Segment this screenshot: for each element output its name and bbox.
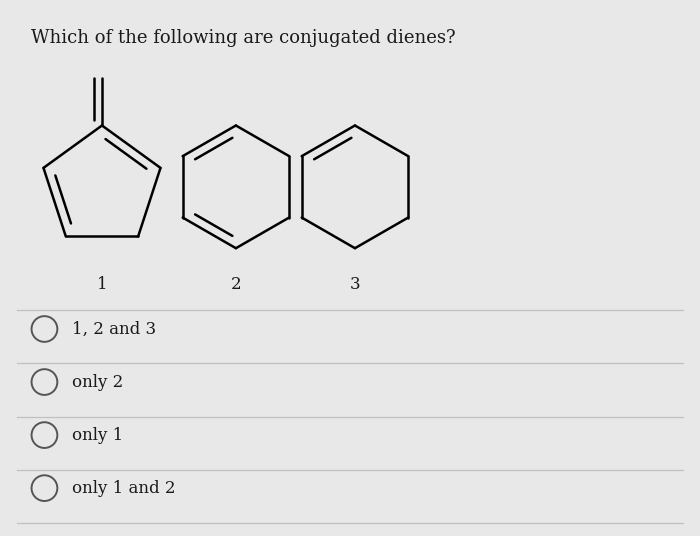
Text: 1: 1 — [97, 276, 107, 293]
Text: Which of the following are conjugated dienes?: Which of the following are conjugated di… — [31, 28, 455, 47]
Text: 1, 2 and 3: 1, 2 and 3 — [72, 321, 156, 338]
Text: only 2: only 2 — [72, 374, 123, 391]
Text: only 1 and 2: only 1 and 2 — [72, 480, 176, 497]
Text: 3: 3 — [349, 276, 360, 293]
Text: only 1: only 1 — [72, 427, 123, 444]
Text: 2: 2 — [230, 276, 241, 293]
